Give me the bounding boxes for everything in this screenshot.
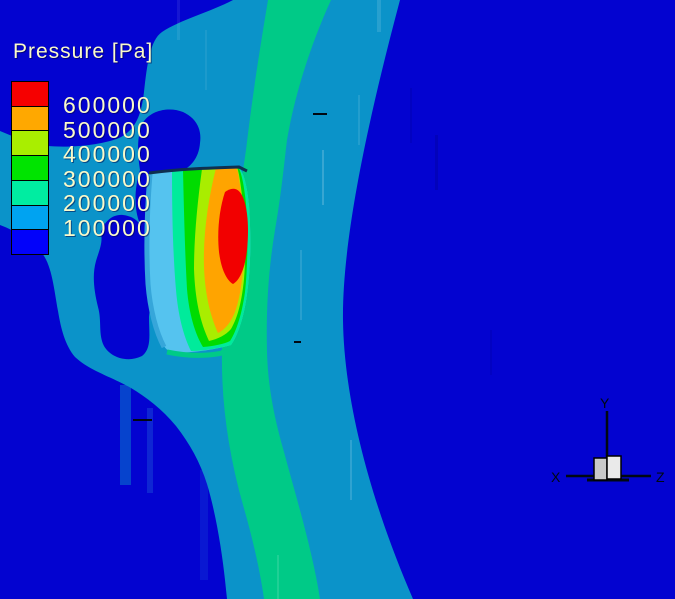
disc-left-edge-shading [144, 173, 167, 349]
disc-bottom-green-tail [221, 347, 242, 363]
legend-colorbar [11, 81, 49, 255]
pressure-legend: Pressure [Pa] 600000 500000 400000 300000 20… [11, 40, 181, 255]
upper-left-blue-region [0, 0, 233, 147]
legend-labels: 600000 500000 400000 300000 200000 100000 [63, 93, 152, 241]
legend-level-label: 200000 [63, 190, 152, 217]
y-axis-label: Y [600, 395, 610, 411]
legend-color-cell [12, 180, 48, 206]
legend-title: Pressure [Pa] [13, 40, 154, 63]
disc-bottom-green-fringe [166, 330, 255, 358]
legend-level-label: 500000 [63, 116, 152, 143]
legend-color-cell [12, 131, 48, 157]
lower-left-blue-region [0, 225, 227, 599]
legend-color-cell [12, 106, 48, 132]
edge-dashes [133, 113, 327, 421]
origin-cube-right-face [606, 455, 622, 480]
disc-top-rim-line [148, 165, 248, 175]
legend-level-label: 600000 [63, 92, 152, 118]
legend-color-cell [12, 82, 48, 107]
disc-red-core [218, 188, 248, 284]
x-axis-label: X [551, 469, 561, 485]
legend-level-label: 400000 [63, 141, 152, 168]
legend-level-label: 300000 [63, 165, 152, 192]
valve-disc-contours [144, 165, 255, 363]
axis-triad: X Y Z [551, 395, 665, 485]
green-contour-band [221, 0, 331, 599]
legend-color-cell [12, 156, 48, 181]
legend-level-label: 100000 [63, 214, 152, 241]
legend-color-cell [12, 205, 48, 231]
origin-cube-left-face [593, 457, 608, 481]
legend-color-cell [12, 230, 48, 255]
mesh-artifacts [120, 0, 492, 599]
z-axis-label: Z [656, 469, 665, 485]
